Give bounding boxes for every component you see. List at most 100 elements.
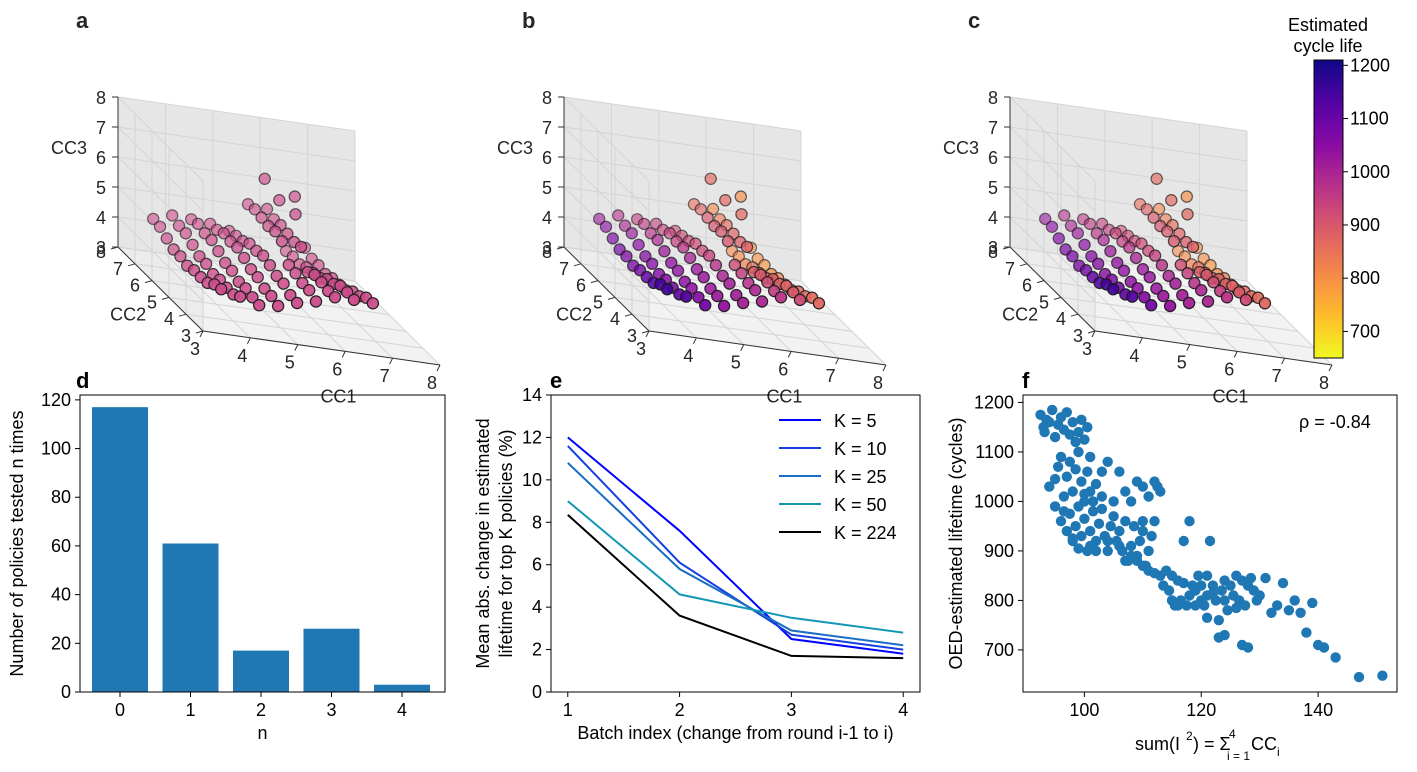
grid-line: [117, 96, 204, 182]
scatter-point: [1073, 446, 1084, 458]
scatter-point: [1109, 226, 1122, 240]
scatter-point: [1180, 190, 1194, 203]
scatter-point: [599, 220, 613, 233]
scatter-point: [1219, 595, 1230, 606]
x-label-sum-sub: i = 1: [1227, 749, 1250, 763]
x-tick-label: 120: [1186, 700, 1216, 720]
y-tick-label: 20: [51, 633, 71, 653]
scatter-point: [1082, 422, 1093, 433]
scatter-point: [1038, 212, 1052, 226]
scatter-point: [1204, 535, 1216, 547]
scatter-point: [1064, 219, 1078, 232]
y-tick: [624, 313, 633, 317]
scatter-point: [637, 217, 651, 231]
y-tick-label: 4: [610, 309, 620, 329]
scatter-point: [1190, 600, 1201, 611]
scatter-point: [1079, 496, 1090, 507]
x-tick: [341, 351, 346, 358]
z-tick-label: 4: [542, 208, 552, 228]
scatter-point: [1114, 466, 1125, 477]
y-tick-label: 4: [1056, 309, 1066, 329]
y-tick: [1053, 296, 1062, 300]
y-tick-label: 7: [1005, 259, 1015, 279]
scatter-point: [1105, 521, 1116, 532]
scatter-point: [1289, 595, 1300, 606]
panel-letter-c: c: [968, 8, 980, 33]
x-tick-label: 7: [1272, 366, 1282, 386]
scatter-point: [1076, 414, 1087, 425]
scatter-point: [253, 299, 266, 312]
x-tick: [436, 364, 441, 372]
x-axis-label: sum(I 2) = Σ4 i = 1CC i: [1135, 727, 1280, 763]
scatter-point: [1102, 535, 1113, 547]
scatter-point: [1070, 521, 1081, 532]
bar: [92, 407, 148, 692]
scatter-point: [646, 257, 659, 270]
grid-line: [1009, 156, 1096, 242]
scatter-point: [1071, 227, 1085, 240]
scatter-point: [1064, 429, 1076, 440]
scatter-point: [1155, 259, 1169, 272]
bar: [303, 628, 360, 692]
legend-label: K = 50: [834, 495, 887, 515]
scatter-point: [244, 263, 258, 276]
x-tick-label: 6: [332, 359, 342, 379]
legend-label: K = 224: [834, 523, 897, 543]
x-tick-label: 3: [326, 700, 336, 720]
scatter-point: [294, 240, 308, 254]
x-tick: [246, 337, 251, 345]
scatter-point: [665, 256, 678, 269]
scatter-point: [1165, 193, 1178, 207]
x-axis-label: n: [257, 723, 267, 743]
scatter-point: [1136, 263, 1150, 276]
scatter-point: [749, 284, 762, 297]
scatter-point: [1085, 540, 1096, 552]
scatter-point: [1137, 516, 1149, 527]
y-axis-label: CC2: [556, 305, 592, 325]
scatter-point: [1093, 518, 1105, 529]
scatter-point: [1138, 291, 1151, 304]
axis-line: [1094, 330, 1333, 366]
scatter-point: [1049, 473, 1061, 485]
scatter-point: [1176, 288, 1189, 302]
x-label-part: sum(I: [1135, 734, 1180, 754]
scatter-point: [692, 291, 705, 304]
scatter-point: [683, 251, 697, 265]
scatter-point: [277, 277, 290, 290]
colorbar: Estimated cycle life 1200 1100 1000 900 800 7…: [1288, 15, 1390, 359]
scatter-point: [1207, 587, 1219, 599]
z-tick-label: 5: [96, 178, 106, 198]
scatter-point: [1258, 297, 1272, 310]
y-tick-label: 4: [164, 309, 174, 329]
scatter-point: [265, 289, 278, 303]
scatter-point: [1220, 291, 1234, 304]
scatter-point: [289, 267, 302, 280]
scatter-point: [1123, 241, 1136, 254]
y-tick: [573, 263, 582, 267]
x-tick-label: 4: [397, 700, 407, 720]
scatter-point: [328, 291, 342, 304]
legend-label: K = 25: [834, 467, 887, 487]
scatter-point: [1067, 486, 1078, 497]
x-tick-label: 7: [380, 366, 390, 386]
y-tick: [590, 280, 599, 284]
scatter-point: [1143, 271, 1156, 284]
plot-frame: [1022, 394, 1398, 693]
scatter-point: [1087, 496, 1099, 507]
bar: [374, 684, 430, 692]
grid-line: [563, 126, 650, 212]
y-tick: [1036, 280, 1045, 284]
x-tick-label: 3: [1082, 339, 1092, 359]
scatter-point: [1260, 572, 1271, 584]
scatter-point: [1199, 600, 1210, 611]
scatter-point: [341, 286, 354, 299]
grid-line: [563, 156, 650, 242]
scatter-point: [1353, 671, 1365, 683]
scatter-point: [1147, 211, 1160, 224]
panel-d-bar-chart: 0 20 40 60 80 100 120 0 1 2 3 4 n Number of policies …: [7, 390, 446, 743]
scatter-point: [1148, 249, 1162, 262]
scatter-point: [1144, 299, 1158, 312]
